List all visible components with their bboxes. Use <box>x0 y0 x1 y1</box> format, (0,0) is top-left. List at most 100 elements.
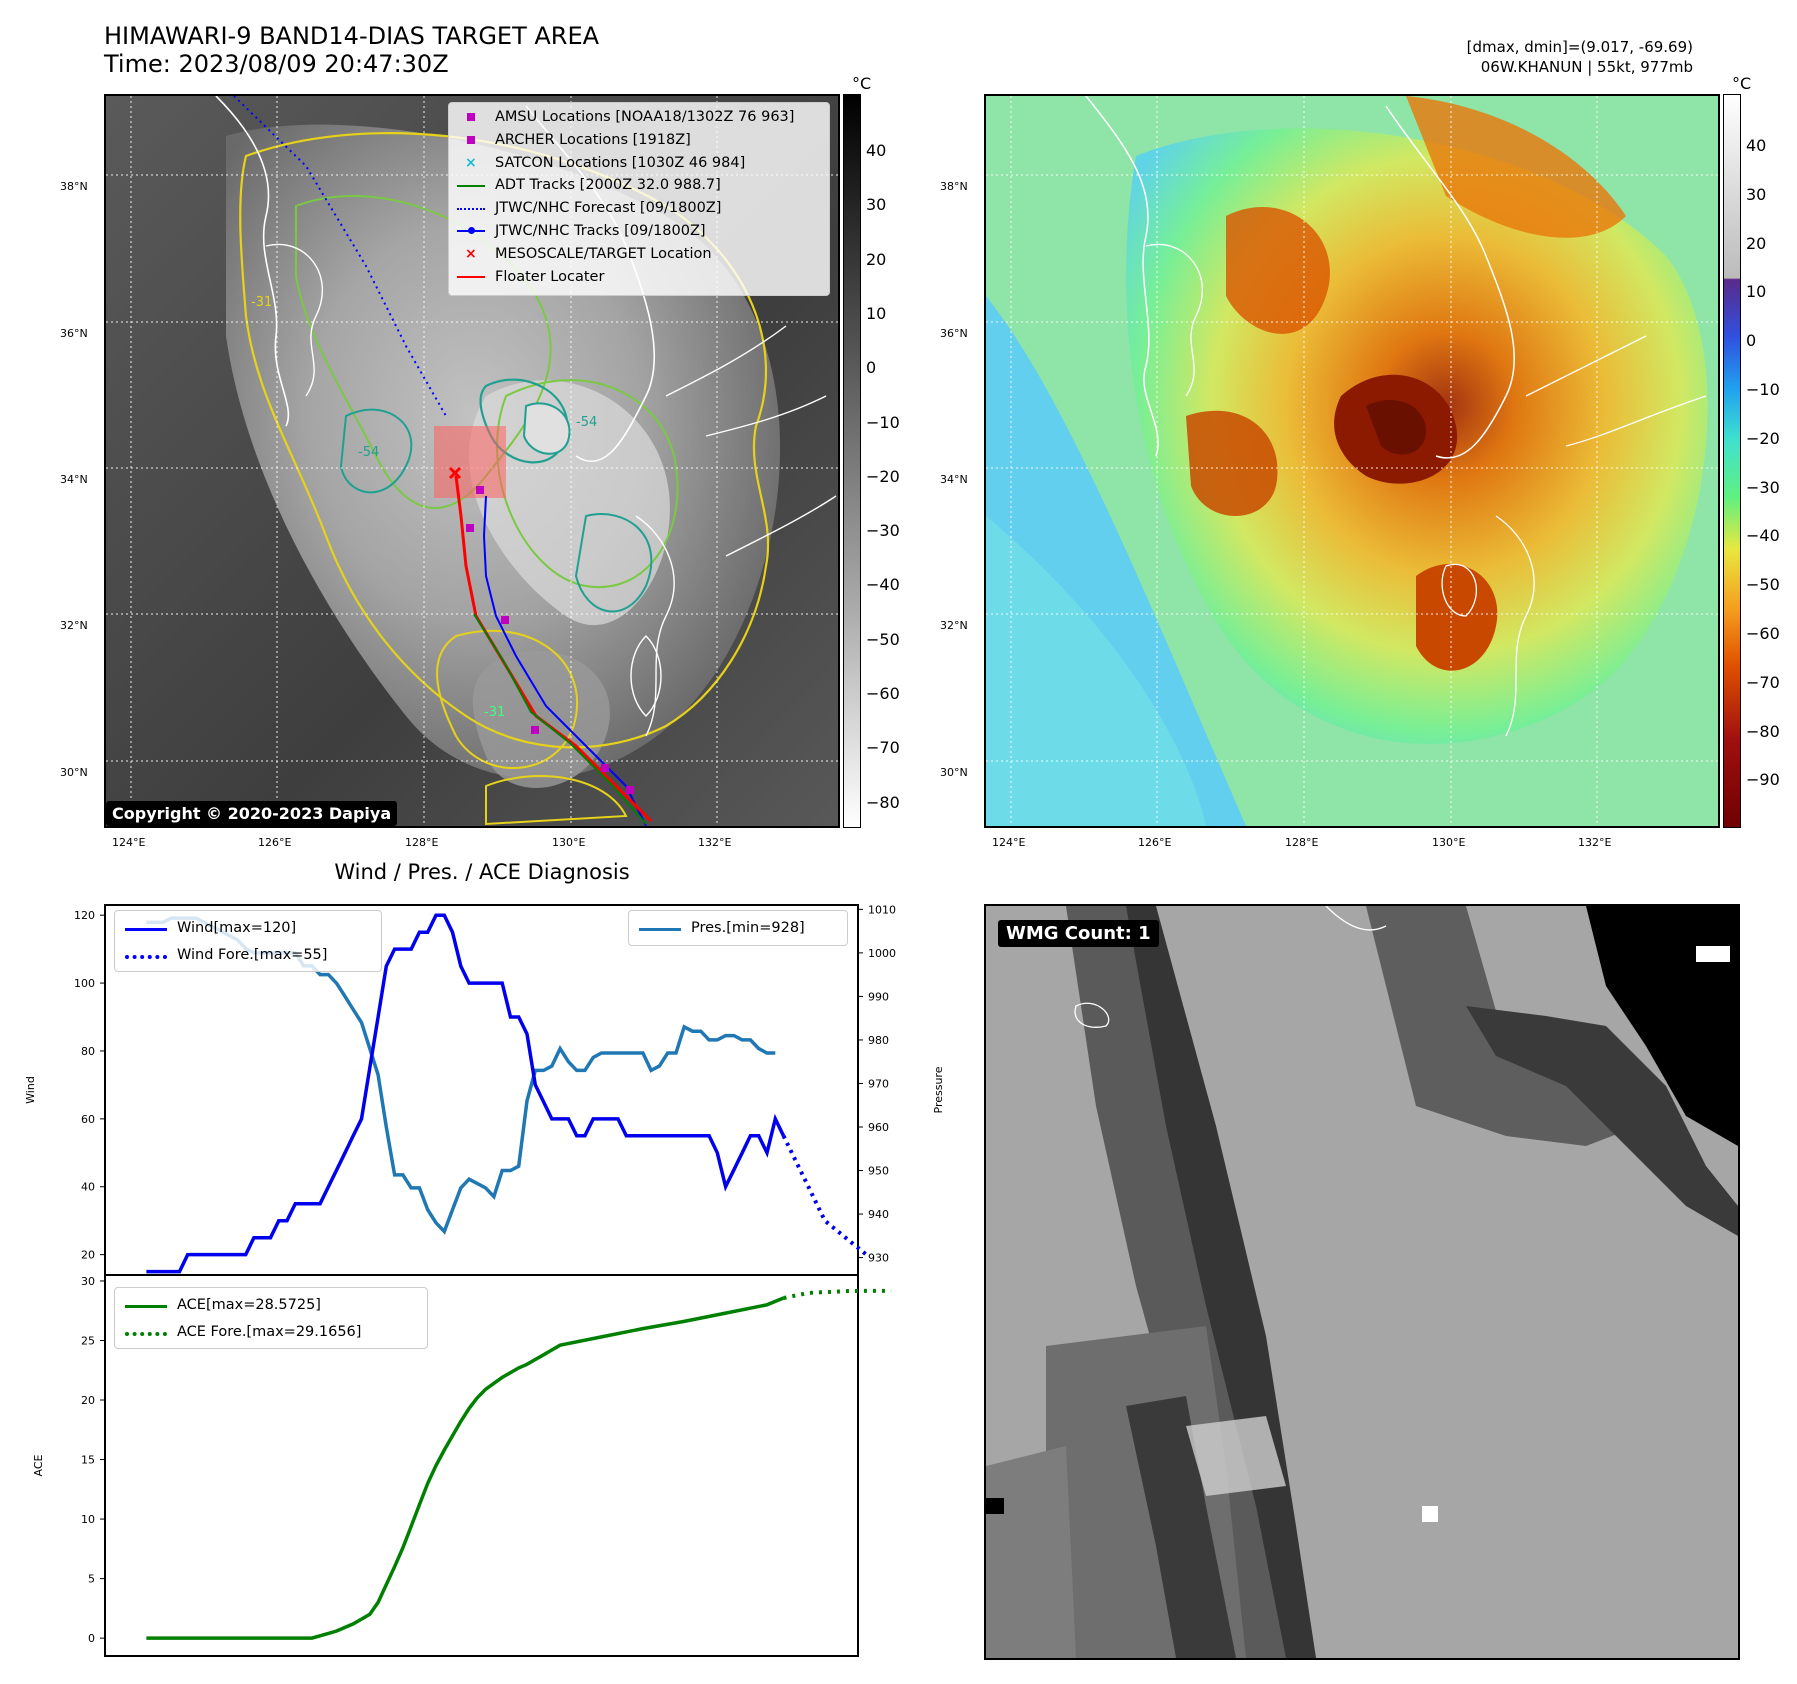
pressure-axis-label: Pressure <box>932 1066 945 1113</box>
legend-wind-label: Wind[max=120] <box>177 920 297 936</box>
legend-pres-label: Pres.[min=928] <box>691 920 805 936</box>
colorbar-tick-label: −10 <box>1746 380 1780 399</box>
wind-axis-label: Wind <box>24 1076 37 1104</box>
legend-adt: ADT Tracks [2000Z 32.0 988.7] <box>457 174 821 197</box>
colorbar-tick-label: 10 <box>866 303 887 323</box>
lat-label: 32°N <box>60 619 88 632</box>
lat-label: 36°N <box>940 327 968 340</box>
lon-label: 132°E <box>1578 836 1612 849</box>
colorbar-tick-label: −80 <box>866 792 900 812</box>
ir-gray-map: -31 -54 -54 -31 AMSU Locations [NOAA18/1… <box>104 94 840 828</box>
ace-tick-label: 25 <box>81 1334 95 1347</box>
contour-label: -54 <box>576 415 597 430</box>
lat-label: 30°N <box>60 766 88 779</box>
colorbar-tick-label: 30 <box>866 195 887 215</box>
chart-time: Time: 2023/08/09 20:47:30Z <box>104 50 449 78</box>
chart-title: HIMAWARI-9 BAND14-DIAS TARGET AREA <box>104 22 600 50</box>
pressure-tick-label: 940 <box>868 1208 889 1221</box>
pressure-tick-label: 960 <box>868 1121 889 1134</box>
map-legend: AMSU Locations [NOAA18/1302Z 76 963] ARC… <box>448 102 830 296</box>
lon-label: 130°E <box>1432 836 1466 849</box>
lon-label: 132°E <box>698 836 732 849</box>
lon-label: 126°E <box>1138 836 1172 849</box>
legend-archer: ARCHER Locations [1918Z] <box>457 129 821 152</box>
pressure-tick-label: 990 <box>868 990 889 1003</box>
pressure-tick-label: 970 <box>868 1077 889 1090</box>
pressure-tick-label: 1000 <box>868 947 896 960</box>
lat-label: 34°N <box>60 473 88 486</box>
storm-label: 06W.KHANUN | 55kt, 977mb <box>1480 58 1693 76</box>
lon-label: 130°E <box>552 836 586 849</box>
legend-satcon: × SATCON Locations [1030Z 46 984] <box>465 154 746 171</box>
colorbar-tick-label: −70 <box>866 738 900 758</box>
lat-label: 30°N <box>940 766 968 779</box>
wmg-image <box>986 906 1738 1658</box>
legend-ace-fore-label: ACE Fore.[max=29.1656] <box>177 1324 362 1340</box>
colorbar-tick-label: 10 <box>1746 282 1767 302</box>
colorbar-tick-label: 30 <box>1746 184 1767 204</box>
lon-label: 128°E <box>1285 836 1319 849</box>
wind-tick-label: 60 <box>81 1113 95 1126</box>
wind-tick-label: 80 <box>81 1045 95 1058</box>
colorbar-tick-label: −90 <box>1746 770 1780 790</box>
colorbar-tick-label: 20 <box>866 249 887 269</box>
ace-tick-label: 0 <box>88 1632 95 1645</box>
legend-wind-fore-label: Wind Fore.[max=55] <box>177 947 328 963</box>
legend-floater: Floater Locater <box>457 266 821 289</box>
contour-label: -31 <box>484 705 505 720</box>
lat-label: 38°N <box>940 180 968 193</box>
colorbar-tick-label: −60 <box>1746 624 1780 643</box>
ace-line <box>146 1296 785 1640</box>
legend-mesoscale: × MESOSCALE/TARGET Location <box>465 245 712 263</box>
lon-label: 128°E <box>405 836 439 849</box>
contour-label: -54 <box>358 445 379 460</box>
colorbar-tick-label: −50 <box>866 629 900 649</box>
pressure-tick-label: 980 <box>868 1034 889 1047</box>
wind-line <box>146 913 786 1274</box>
ace-tick-label: 20 <box>81 1394 95 1407</box>
colorbar-tick-label: −50 <box>1746 575 1780 595</box>
colorbar-gray-unit: °C <box>852 74 872 93</box>
legend-jtwc-forecast: JTWC/NHC Forecast [09/1800Z] <box>457 197 821 220</box>
legend-ace-label: ACE[max=28.5725] <box>177 1297 321 1313</box>
pres-legend: Pres.[min=928] <box>628 910 848 946</box>
colorbar-tick-label: 0 <box>1746 331 1757 351</box>
lat-label: 34°N <box>940 473 968 486</box>
ace-axis-label: ACE <box>32 1454 45 1476</box>
wind-tick-label: 120 <box>74 909 95 922</box>
ace-tick-label: 15 <box>81 1454 95 1467</box>
pressure-tick-label: 930 <box>868 1252 889 1265</box>
colorbar-tick-label: −70 <box>1746 672 1780 692</box>
wind-tick-label: 40 <box>81 1181 95 1194</box>
ace-tick-label: 10 <box>81 1513 95 1526</box>
wind-forecast-line <box>781 1134 868 1257</box>
lat-label: 32°N <box>940 619 968 632</box>
colorbar-gray <box>843 94 861 828</box>
wmg-panel: WMG Count: 1 <box>984 904 1740 1660</box>
colorbar-tick-label: 0 <box>866 358 877 378</box>
lon-label: 126°E <box>258 836 292 849</box>
diagnosis-title: Wind / Pres. / ACE Diagnosis <box>334 860 630 884</box>
pressure-tick-label: 1010 <box>868 903 896 916</box>
colorbar-tick-label: −10 <box>866 412 900 432</box>
colorbar-tick-label: −60 <box>866 684 900 703</box>
ir-color-map <box>984 94 1720 828</box>
colorbar-tick-label: 40 <box>866 141 887 160</box>
pressure-tick-label: 950 <box>868 1165 889 1178</box>
contour-label: -31 <box>251 295 272 310</box>
colorbar-tick-label: −80 <box>1746 721 1780 741</box>
wmg-count-badge: WMG Count: 1 <box>998 920 1159 947</box>
copyright-badge: Copyright © 2020-2023 Dapiya <box>106 801 398 826</box>
colorbar-tick-label: −20 <box>1746 428 1780 448</box>
ir-color-map-svg <box>986 96 1718 826</box>
ace-frame <box>104 1274 859 1657</box>
colorbar-tick-label: −30 <box>866 521 900 541</box>
wind-tick-label: 20 <box>81 1249 95 1262</box>
lat-label: 38°N <box>60 180 88 193</box>
lat-label: 36°N <box>60 327 88 340</box>
colorbar-tick-label: −30 <box>1746 477 1780 497</box>
colorbar-tick-label: −40 <box>866 575 900 595</box>
ace-tick-label: 5 <box>88 1573 95 1586</box>
legend-jtwc-tracks: JTWC/NHC Tracks [09/1800Z] <box>457 220 821 243</box>
lon-label: 124°E <box>112 836 146 849</box>
